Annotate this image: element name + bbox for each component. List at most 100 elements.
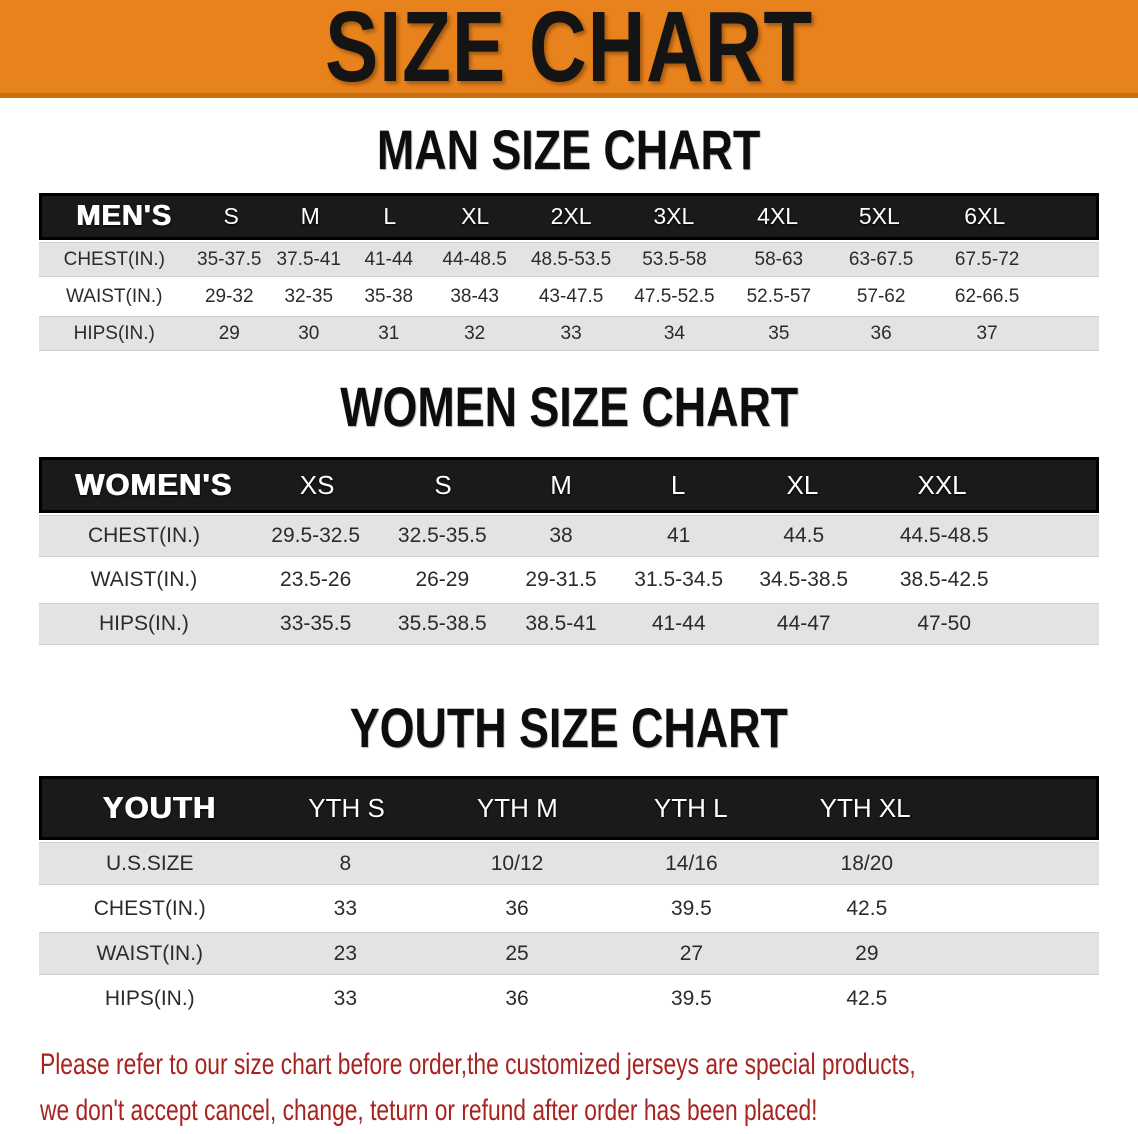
youth-table-header: YOUTH YTH S YTH M YTH L YTH XL bbox=[39, 776, 1099, 840]
cell: 36 bbox=[870, 322, 892, 344]
column-header: XL bbox=[786, 469, 819, 500]
women-section-title-text: WOMEN SIZE CHART bbox=[340, 375, 798, 438]
cell: 44-48.5 bbox=[442, 248, 507, 270]
cell: 41 bbox=[666, 524, 691, 547]
table-row: U.S.SIZE 8 10/12 14/16 18/20 bbox=[39, 842, 1099, 885]
row-label: CHEST(IN.) bbox=[93, 896, 206, 920]
cell: 41-44 bbox=[364, 248, 414, 270]
row-label: HIPS(IN.) bbox=[99, 612, 189, 635]
cell: 35-38 bbox=[364, 285, 414, 307]
column-header: M bbox=[550, 469, 572, 500]
column-header: 5XL bbox=[858, 203, 900, 229]
row-label: WAIST(IN.) bbox=[96, 941, 204, 965]
table-row: CHEST(IN.) 29.5-32.5 32.5-35.5 38 41 44.… bbox=[39, 515, 1099, 557]
cell: 38-43 bbox=[450, 285, 499, 307]
cell: 29-32 bbox=[204, 285, 254, 307]
cell: 47-50 bbox=[917, 612, 972, 635]
column-header: XXL bbox=[917, 469, 967, 500]
row-label: HIPS(IN.) bbox=[73, 322, 155, 344]
cell: 8 bbox=[339, 851, 352, 875]
table-row: WAIST(IN.) 29-32 32-35 35-38 38-43 43-47… bbox=[39, 279, 1099, 314]
column-header: YTH L bbox=[653, 792, 728, 823]
cell: 29 bbox=[218, 322, 240, 344]
man-section-title-text: MAN SIZE CHART bbox=[377, 118, 761, 181]
column-header: L bbox=[383, 203, 397, 229]
cell: 57-62 bbox=[856, 285, 906, 307]
disclaimer-line-2: we don't accept cancel, change, teturn o… bbox=[40, 1094, 818, 1127]
cell: 35-37.5 bbox=[197, 248, 262, 270]
cell: 62-66.5 bbox=[954, 285, 1020, 307]
youth-size-table: YOUTH YTH S YTH M YTH L YTH XL U.S.SIZE … bbox=[39, 776, 1099, 1020]
cell: 67.5-72 bbox=[954, 248, 1020, 270]
cell: 36 bbox=[505, 986, 529, 1010]
men-header-label: MEN'S bbox=[75, 200, 172, 232]
row-label: HIPS(IN.) bbox=[104, 986, 195, 1010]
cell: 30 bbox=[298, 322, 320, 344]
column-header: L bbox=[670, 469, 686, 500]
men-table-header: MEN'S S M L XL 2XL 3XL 4XL 5XL 6XL bbox=[39, 193, 1099, 240]
row-label: CHEST(IN.) bbox=[87, 524, 200, 547]
column-header: XL bbox=[461, 203, 490, 229]
cell: 29.5-32.5 bbox=[271, 524, 361, 547]
cell: 29-31.5 bbox=[525, 568, 597, 591]
cell: 37 bbox=[976, 322, 998, 344]
cell: 33 bbox=[560, 322, 582, 344]
cell: 42.5 bbox=[846, 896, 888, 920]
women-header-label: WOMEN'S bbox=[74, 467, 232, 502]
cell: 33-35.5 bbox=[280, 612, 352, 635]
cell: 48.5-53.5 bbox=[530, 248, 612, 270]
women-section-title: WOMEN SIZE CHART bbox=[0, 379, 1138, 435]
disclaimer-line-1: Please refer to our size chart before or… bbox=[40, 1048, 916, 1081]
cell: 44.5 bbox=[783, 524, 825, 547]
cell: 52.5-57 bbox=[746, 285, 812, 307]
column-header: 3XL bbox=[653, 203, 695, 229]
youth-header-label: YOUTH bbox=[102, 790, 216, 825]
column-header: XS bbox=[299, 469, 335, 500]
cell: 23.5-26 bbox=[280, 568, 352, 591]
cell: 63-67.5 bbox=[848, 248, 914, 270]
cell: 14/16 bbox=[665, 851, 718, 875]
column-header: S bbox=[434, 469, 452, 500]
column-header: 2XL bbox=[550, 203, 592, 229]
cell: 10/12 bbox=[490, 851, 544, 875]
cell: 23 bbox=[333, 941, 357, 965]
cell: 41-44 bbox=[651, 612, 706, 635]
cell: 44.5-48.5 bbox=[899, 524, 989, 547]
men-size-table: MEN'S S M L XL 2XL 3XL 4XL 5XL 6XL CHEST… bbox=[39, 193, 1099, 351]
table-row: HIPS(IN.) 33 36 39.5 42.5 bbox=[39, 977, 1099, 1020]
cell: 25 bbox=[505, 941, 529, 965]
cell: 35 bbox=[768, 322, 790, 344]
banner-title: SIZE CHART bbox=[325, 0, 813, 103]
cell: 34.5-38.5 bbox=[759, 568, 849, 591]
youth-section-title: YOUTH SIZE CHART bbox=[0, 700, 1138, 756]
cell: 32 bbox=[464, 322, 486, 344]
cell: 36 bbox=[505, 896, 529, 920]
cell: 35.5-38.5 bbox=[397, 612, 487, 635]
cell: 44-47 bbox=[776, 612, 831, 635]
cell: 38.5-41 bbox=[525, 612, 597, 635]
cell: 42.5 bbox=[846, 986, 888, 1010]
table-row: CHEST(IN.) 35-37.5 37.5-41 41-44 44-48.5… bbox=[39, 242, 1099, 277]
cell: 32.5-35.5 bbox=[397, 524, 487, 547]
cell: 39.5 bbox=[670, 986, 712, 1010]
man-section-title: MAN SIZE CHART bbox=[0, 122, 1138, 178]
column-header: YTH XL bbox=[819, 792, 911, 823]
column-header: 4XL bbox=[757, 203, 799, 229]
youth-section-title-text: YOUTH SIZE CHART bbox=[349, 696, 789, 759]
women-size-table: WOMEN'S XS S M L XL XXL CHEST(IN.) 29.5-… bbox=[39, 457, 1099, 645]
cell: 33 bbox=[333, 896, 357, 920]
cell: 32-35 bbox=[284, 285, 334, 307]
cell: 53.5-58 bbox=[642, 248, 707, 270]
cell: 29 bbox=[855, 941, 879, 965]
table-row: WAIST(IN.) 23.5-26 26-29 29-31.5 31.5-34… bbox=[39, 559, 1099, 601]
table-row: WAIST(IN.) 23 25 27 29 bbox=[39, 932, 1099, 975]
column-header: 6XL bbox=[964, 203, 1006, 229]
column-header: S bbox=[223, 203, 239, 229]
disclaimer-text: Please refer to our size chart before or… bbox=[0, 1042, 1138, 1134]
cell: 43-47.5 bbox=[538, 285, 604, 307]
row-label: WAIST(IN.) bbox=[90, 568, 198, 591]
cell: 58-63 bbox=[754, 248, 804, 270]
cell: 31.5-34.5 bbox=[634, 568, 724, 591]
women-table-header: WOMEN'S XS S M L XL XXL bbox=[39, 457, 1099, 513]
column-header: YTH S bbox=[308, 792, 385, 823]
